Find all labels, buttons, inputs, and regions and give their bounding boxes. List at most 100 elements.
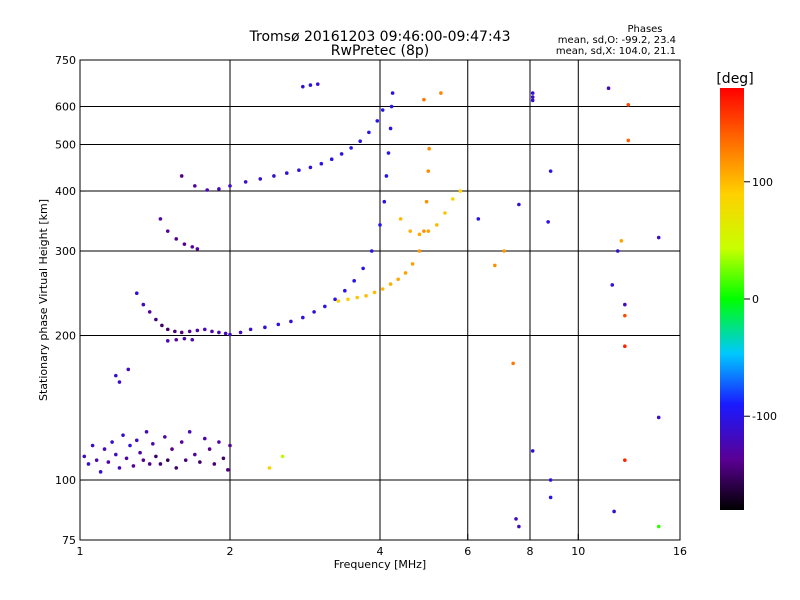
y-tick-label: 100 xyxy=(55,474,76,487)
data-point xyxy=(443,211,447,215)
data-point xyxy=(352,279,356,283)
data-point xyxy=(361,266,365,271)
data-point xyxy=(364,293,368,298)
x-axis-label: Frequency [MHz] xyxy=(334,558,426,571)
data-point xyxy=(165,339,170,343)
data-point xyxy=(623,344,627,349)
data-point xyxy=(94,458,99,462)
data-point xyxy=(102,447,107,451)
grid-lines xyxy=(80,60,680,540)
data-point xyxy=(388,126,393,131)
data-point xyxy=(426,169,431,173)
data-point xyxy=(623,302,627,307)
data-point xyxy=(82,454,87,459)
data-point xyxy=(378,223,382,227)
data-point xyxy=(626,138,631,143)
data-point xyxy=(195,328,200,333)
data-point xyxy=(439,91,443,95)
data-points xyxy=(82,82,661,529)
data-point xyxy=(369,249,374,253)
colorbar-tick-label: 100 xyxy=(752,176,773,189)
data-point xyxy=(623,313,627,318)
data-point xyxy=(179,330,184,335)
chart-title: Tromsø 20161203 09:46:00-09:47:43 xyxy=(249,29,511,45)
data-point xyxy=(626,102,631,107)
x-tick-label: 1 xyxy=(77,545,84,558)
data-point xyxy=(179,440,184,444)
data-point xyxy=(117,466,122,470)
data-point xyxy=(174,237,179,241)
data-point xyxy=(396,277,400,282)
data-point xyxy=(606,86,611,91)
data-point xyxy=(173,329,177,334)
data-point xyxy=(170,447,174,451)
data-point xyxy=(98,470,103,474)
data-point xyxy=(144,430,149,434)
data-point xyxy=(615,249,620,253)
y-tick-label: 200 xyxy=(55,330,76,343)
data-point xyxy=(358,139,362,144)
data-point xyxy=(174,466,179,470)
data-point xyxy=(355,295,359,300)
data-point xyxy=(212,462,217,466)
data-point xyxy=(297,168,301,173)
data-point xyxy=(141,302,146,307)
data-point xyxy=(228,332,232,337)
data-point xyxy=(226,468,230,472)
data-point xyxy=(110,440,114,444)
data-point xyxy=(121,433,125,437)
colorbar-ticks: 100 0 -100 xyxy=(744,176,777,423)
y-tick-label: 300 xyxy=(55,245,76,258)
data-point xyxy=(147,462,152,466)
data-point xyxy=(202,327,207,332)
data-point xyxy=(126,367,131,372)
y-tick-label: 600 xyxy=(55,101,76,114)
data-point xyxy=(217,330,221,335)
colorbar-tick-label: 0 xyxy=(752,293,759,306)
x-tick-label: 16 xyxy=(673,545,687,558)
data-point xyxy=(190,337,195,342)
data-point xyxy=(193,452,197,457)
data-point xyxy=(187,430,192,434)
data-point xyxy=(258,177,263,181)
data-point xyxy=(217,187,221,191)
data-point xyxy=(403,271,408,275)
data-point xyxy=(190,245,195,249)
data-point xyxy=(90,443,95,448)
data-point xyxy=(198,460,202,464)
data-point xyxy=(375,119,380,123)
colorbar xyxy=(720,88,744,510)
data-point xyxy=(610,283,615,287)
data-point xyxy=(158,462,163,466)
data-point xyxy=(517,524,521,529)
data-point xyxy=(248,327,253,332)
data-point xyxy=(434,223,439,227)
data-point xyxy=(623,458,627,462)
x-tick-label: 6 xyxy=(464,545,471,558)
data-point xyxy=(417,249,422,253)
data-point xyxy=(193,184,197,188)
data-point xyxy=(174,337,179,342)
data-point xyxy=(131,464,136,468)
data-point xyxy=(380,287,385,291)
data-point xyxy=(223,331,228,336)
data-point xyxy=(493,263,497,268)
data-point xyxy=(207,447,212,451)
stats-o-mode: mean, sd,O: -99.2, 23.4 xyxy=(558,35,676,46)
data-point xyxy=(205,188,209,192)
data-point xyxy=(546,220,550,224)
chart-subtitle: RwPretec (8p) xyxy=(331,43,429,59)
data-point xyxy=(128,443,132,448)
colorbar-tick-label: -100 xyxy=(752,410,777,423)
data-point xyxy=(336,299,341,303)
data-point xyxy=(165,229,170,233)
data-point xyxy=(398,217,403,221)
data-point xyxy=(427,146,431,151)
y-tick-label: 750 xyxy=(55,54,76,67)
data-point xyxy=(389,104,394,109)
data-point xyxy=(656,415,661,420)
data-point xyxy=(329,157,334,162)
data-point xyxy=(517,202,521,207)
